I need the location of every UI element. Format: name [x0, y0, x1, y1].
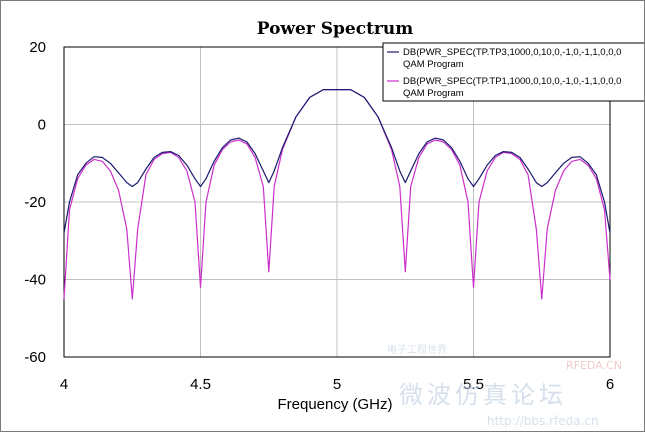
chart-title: Power Spectrum [257, 19, 413, 39]
watermark-top-text: 电子工程世界 [387, 343, 447, 356]
y-tick-label: 0 [38, 117, 46, 134]
legend-entry-tp1: DB(PWR_SPEC(TP.TP1,1000,0,10,0,-1,0,-1,1… [403, 76, 621, 87]
legend-subtitle-tp1: QAM Program [403, 88, 464, 99]
x-tick-label: 6 [606, 376, 614, 393]
watermark-url: http://bbs.rfeda.cn [487, 414, 599, 428]
y-tick-label: -40 [24, 272, 46, 289]
tick-labels: 4 4.5 5 5.5 6 20 0 -20 -40 -60 [24, 39, 614, 393]
watermark-brand: RFEDA.CN [566, 359, 622, 372]
y-tick-label: 20 [29, 39, 46, 56]
legend-box [382, 42, 644, 102]
watermark: 电子工程世界 RFEDA.CN 微波仿真论坛 http://bbs.rfeda.… [387, 343, 622, 428]
x-tick-label: 4 [60, 376, 68, 393]
legend: DB(PWR_SPEC(TP.TP3,1000,0,10,0,-1,0,-1,1… [382, 42, 644, 102]
watermark-cn-text: 微波仿真论坛 [399, 381, 567, 409]
series-layer [63, 88, 611, 300]
legend-subtitle-tp3: QAM Program [403, 59, 464, 70]
plot-area [63, 46, 611, 358]
legend-entry-tp3: DB(PWR_SPEC(TP.TP3,1000,0,10,0,-1,0,-1,1… [403, 47, 621, 58]
series-line-tp3 [63, 88, 611, 234]
x-tick-label: 5.5 [463, 376, 484, 393]
y-tick-label: -20 [24, 194, 46, 211]
x-tick-label: 4.5 [190, 376, 211, 393]
x-axis-label: Frequency (GHz) [277, 396, 392, 413]
x-tick-label: 5 [333, 376, 341, 393]
y-tick-label: -60 [24, 349, 46, 366]
